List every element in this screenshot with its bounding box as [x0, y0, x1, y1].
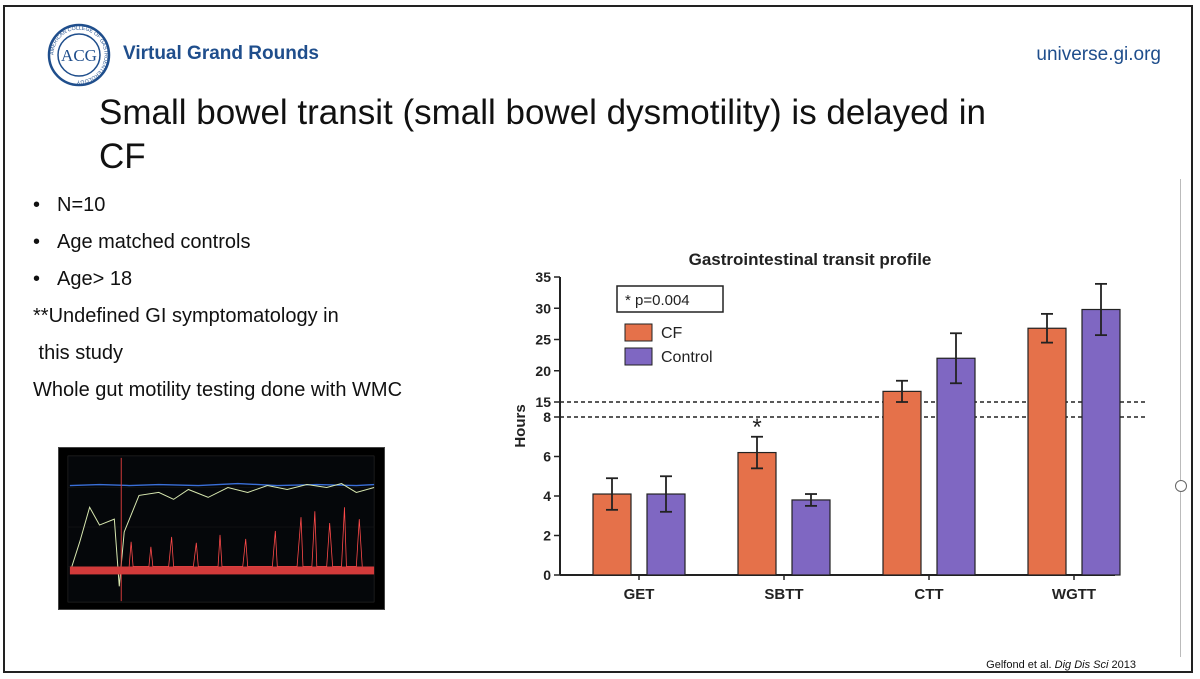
legend-label-control: Control: [661, 349, 713, 366]
y-tick-label: 15: [535, 394, 551, 410]
legend-swatch-control: [624, 347, 653, 366]
bar-control-sbtt: [791, 499, 831, 576]
y-tick-label: 6: [543, 449, 551, 465]
y-tick-label: 30: [535, 300, 551, 316]
citation-journal: Dig Dis Sci: [1054, 659, 1109, 671]
bar-cf-ctt: [882, 390, 922, 576]
y-tick-label: 20: [535, 363, 551, 379]
logo-text: ACG: [61, 46, 97, 65]
x-tick-label: CTT: [914, 586, 943, 603]
bullet-item: • N=10: [33, 187, 402, 224]
bullet-symbol: •: [33, 268, 41, 290]
bar-control-wgtt: [1081, 308, 1121, 576]
y-tick-label: 35: [535, 269, 551, 285]
note-line: Whole gut motility testing done with WMC: [33, 379, 403, 401]
citation-year: 2013: [1111, 659, 1136, 671]
transit-profile-chart: Gastrointestinal transit profile15202530…: [512, 250, 1145, 603]
site-url[interactable]: universe.gi.org: [1036, 44, 1161, 65]
note-line: this study: [33, 342, 124, 364]
chart-title: Gastrointestinal transit profile: [689, 250, 932, 269]
legend-swatch-cf: [624, 323, 653, 342]
x-tick-label: SBTT: [764, 586, 803, 603]
significance-marker: *: [752, 414, 761, 441]
y-tick-label: 0: [543, 567, 551, 583]
x-tick-label: WGTT: [1052, 586, 1096, 603]
y-tick-label: 4: [543, 488, 551, 504]
resize-handle[interactable]: [1175, 480, 1187, 492]
y-tick-label: 8: [543, 409, 551, 425]
citation-authors: Gelfond et al.: [986, 659, 1052, 671]
legend-label-cf: CF: [661, 325, 683, 342]
bar-cf-wgtt: [1027, 327, 1067, 576]
slide-frame: AMERICAN COLLEGE OF GASTROENTEROLOGY ACG…: [3, 5, 1193, 673]
title-line-1: Small bowel transit (small bowel dysmoti…: [99, 93, 986, 132]
bar-cf-sbtt: [737, 451, 777, 576]
y-tick-label: 2: [543, 528, 551, 544]
bullet-item: • Age> 18: [33, 261, 402, 298]
wmc-motility-tracing-image: [58, 447, 385, 610]
citation: Gelfond et al. Dig Dis Sci 2013: [986, 659, 1136, 671]
slide-resize-line: [1180, 179, 1181, 657]
bullet-item: • Age matched controls: [33, 224, 402, 261]
y-axis-label: Hours: [512, 404, 529, 447]
y-tick-label: 25: [535, 332, 551, 348]
note-line: **Undefined GI symptomatology in: [33, 305, 339, 327]
brand-name: Virtual Grand Rounds: [123, 43, 320, 64]
x-tick-label: GET: [624, 586, 655, 603]
slide-title: Small bowel transit (small bowel dysmoti…: [99, 91, 1159, 179]
bar-control-ctt: [936, 357, 976, 576]
bullet-symbol: •: [33, 231, 41, 253]
acg-logo: AMERICAN COLLEGE OF GASTROENTEROLOGY ACG: [47, 23, 111, 87]
title-line-2: CF: [99, 137, 146, 176]
p-value-text: * p=0.004: [625, 292, 690, 309]
bullet-symbol: •: [33, 194, 41, 216]
bullet-list: • N=10 • Age matched controls • Age> 18 **U…: [33, 187, 402, 409]
p-value-box: [616, 285, 724, 313]
